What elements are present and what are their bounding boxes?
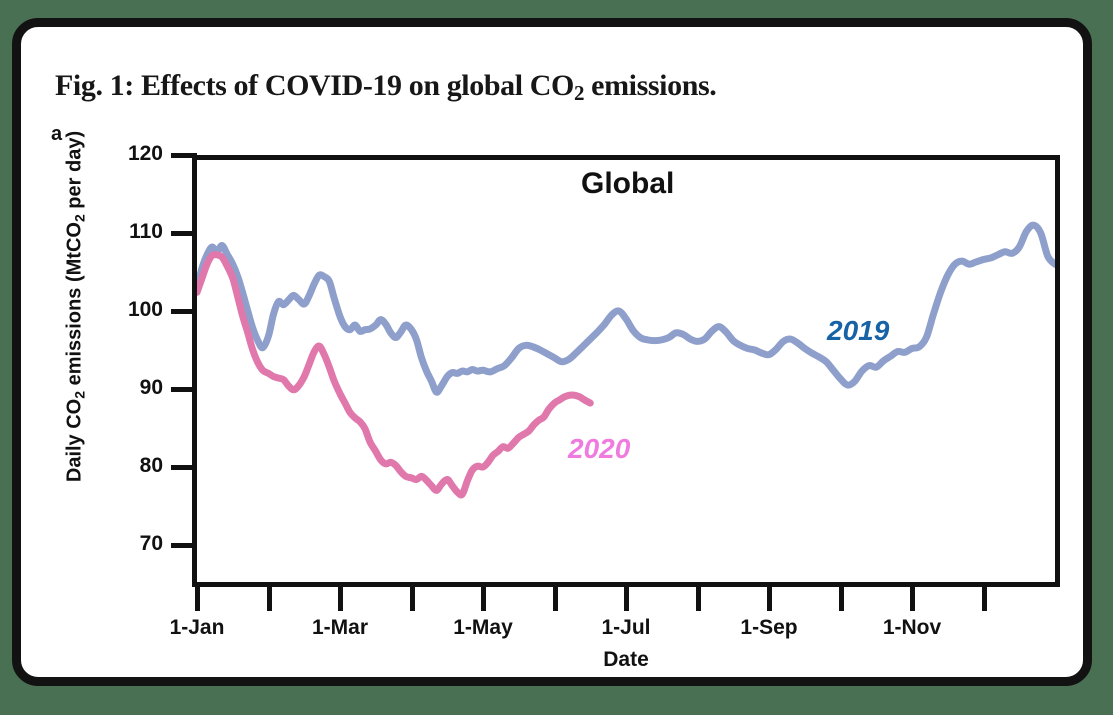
series-label-2020: 2020 bbox=[568, 433, 631, 464]
x-axis-title: Date bbox=[603, 648, 649, 671]
x-axis-tick-mark bbox=[910, 587, 915, 611]
x-axis-tick-mark bbox=[481, 587, 486, 611]
series-line-2019 bbox=[197, 221, 1055, 396]
x-axis-tick-label: 1-May bbox=[453, 616, 513, 639]
y-axis-tick-mark bbox=[171, 465, 197, 470]
x-axis-tick-mark bbox=[195, 587, 200, 611]
series-label-2019: 2019 bbox=[827, 315, 890, 346]
x-axis-tick-mark bbox=[838, 587, 844, 611]
y-axis-title-mid: emissions (MtCO bbox=[63, 222, 86, 391]
x-axis-tick-mark bbox=[624, 587, 629, 611]
y-axis-tick-label: 90 bbox=[139, 376, 163, 399]
x-axis-tick-label: 1-Mar bbox=[311, 616, 369, 639]
y-axis-tick-label: 70 bbox=[139, 532, 163, 555]
y-axis-tick-label: 100 bbox=[127, 298, 163, 321]
figure-card: Fig. 1: Effects of COVID-19 on global CO… bbox=[12, 18, 1092, 686]
x-axis-tick-mark bbox=[981, 587, 987, 611]
y-axis-title: Daily CO2 emissions (MtCO2 per day) bbox=[63, 97, 88, 517]
x-axis-tick-label: 1-Jul bbox=[601, 616, 651, 639]
y-axis-tick-mark bbox=[171, 543, 197, 548]
y-axis-tick-mark bbox=[171, 309, 197, 314]
x-axis-tick-label: 1-Sep bbox=[740, 616, 798, 639]
y-axis-title-suffix: per day) bbox=[63, 130, 86, 215]
x-axis-tick-mark bbox=[552, 587, 558, 611]
x-axis-tick-label: 1-Jan bbox=[169, 616, 225, 639]
x-axis-tick-label: 1-Nov bbox=[882, 616, 942, 639]
figure-title: Fig. 1: Effects of COVID-19 on global CO… bbox=[55, 69, 1055, 105]
y-axis-tick-label: 120 bbox=[127, 142, 163, 165]
y-axis-tick-label: 80 bbox=[139, 454, 163, 477]
y-axis-tick-mark bbox=[171, 153, 197, 158]
plot-frame bbox=[192, 155, 1060, 586]
y-axis-tick-mark bbox=[171, 231, 197, 236]
figure-title-subscript: 2 bbox=[573, 81, 585, 105]
x-axis-tick-mark bbox=[767, 587, 772, 611]
figure-title-prefix: Fig. 1: Effects of COVID-19 on global CO bbox=[55, 69, 574, 102]
y-axis-title-sub1: 2 bbox=[71, 390, 88, 399]
series-paths bbox=[197, 221, 1055, 499]
y-axis-title-prefix: Daily CO bbox=[63, 398, 86, 483]
x-axis-tick-mark bbox=[338, 587, 343, 611]
panel-label-a: a bbox=[51, 123, 63, 145]
y-axis-tick-mark bbox=[171, 387, 197, 392]
figure-title-suffix: emissions. bbox=[584, 69, 717, 102]
x-axis-tick-mark bbox=[695, 587, 701, 611]
x-axis-tick-mark bbox=[409, 587, 415, 611]
y-axis-tick-label: 110 bbox=[129, 220, 163, 243]
plot-canvas bbox=[197, 155, 1055, 582]
x-axis-tick-mark bbox=[266, 587, 272, 611]
plot-heading-global: Global bbox=[581, 167, 675, 200]
series-line-2020 bbox=[197, 251, 594, 499]
line-chart: Daily CO2 emissions (MtCO2 per day) 120 1… bbox=[21, 27, 1083, 677]
x-axis-line bbox=[192, 582, 1060, 587]
y-axis-title-sub2: 2 bbox=[71, 214, 88, 223]
